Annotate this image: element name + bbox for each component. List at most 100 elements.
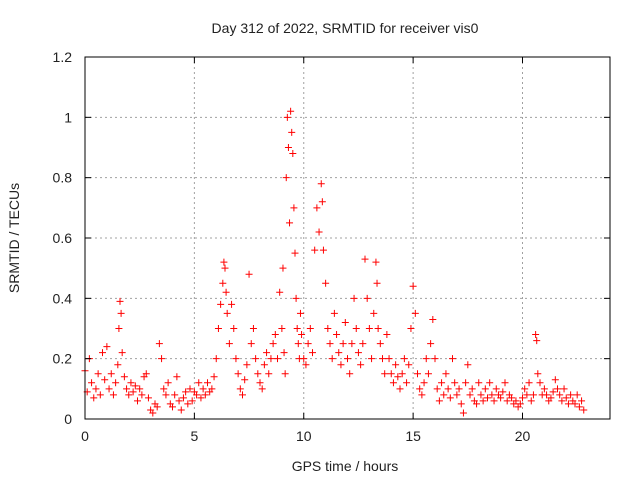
data-point (283, 113, 291, 121)
data-point (387, 370, 395, 378)
y-tick-label: 1.2 (53, 49, 73, 65)
data-point (573, 391, 581, 399)
data-point (444, 385, 452, 393)
tick-labels: 0 5 10 15 20 0 0.2 0.4 0.6 0.8 1 1.2 (53, 49, 531, 444)
y-axis-title: SRMTID / TECUs (6, 183, 22, 293)
data-point (287, 107, 295, 115)
data-point (376, 340, 384, 348)
data-point (339, 340, 347, 348)
data-point (94, 370, 102, 378)
y-tick-label: 0.4 (53, 290, 73, 306)
data-point (490, 397, 498, 405)
data-point (313, 204, 321, 212)
data-point (195, 379, 203, 387)
data-point (373, 279, 381, 287)
data-point (468, 385, 476, 393)
data-point (304, 340, 312, 348)
data-point (523, 391, 531, 399)
data-point (398, 370, 406, 378)
data-point (208, 385, 216, 393)
data-point (116, 297, 124, 305)
data-point (466, 391, 474, 399)
data-point (352, 325, 360, 332)
data-point (236, 385, 244, 393)
data-point (315, 228, 323, 236)
x-tick-label: 0 (81, 428, 89, 444)
data-point (296, 309, 304, 317)
y-tick-label: 0 (64, 411, 72, 427)
data-point (173, 373, 181, 381)
data-point (449, 355, 456, 363)
data-point (311, 246, 319, 254)
data-point (117, 309, 125, 317)
x-axis-title: GPS time / hours (292, 458, 399, 474)
data-point (171, 391, 179, 399)
data-point (265, 370, 273, 378)
data-point (217, 300, 225, 308)
data-point (105, 385, 113, 393)
data-point (221, 264, 229, 272)
data-point (411, 309, 419, 317)
y-tick-label: 0.8 (53, 170, 73, 186)
data-point (508, 394, 516, 402)
data-point (112, 379, 120, 387)
data-point (276, 288, 284, 296)
data-point (560, 385, 568, 393)
data-point (521, 385, 529, 393)
data-point (446, 394, 454, 402)
data-point (260, 361, 268, 369)
data-point (416, 385, 424, 393)
data-point (199, 385, 207, 393)
data-point (274, 355, 281, 363)
data-point (516, 400, 524, 408)
data-point (269, 340, 277, 348)
data-point (184, 400, 192, 408)
data-point (440, 391, 448, 399)
data-point (551, 376, 559, 384)
data-point (309, 349, 316, 357)
data-point (396, 385, 404, 393)
data-point (169, 403, 176, 411)
data-point (350, 294, 358, 302)
data-point (214, 325, 222, 332)
data-point (512, 397, 520, 405)
data-point (223, 309, 231, 317)
x-tick-label: 10 (296, 428, 312, 444)
data-point (543, 391, 551, 399)
data-point (394, 373, 402, 381)
data-point (422, 355, 430, 363)
data-point (501, 379, 509, 387)
data-point (335, 349, 343, 357)
data-point (162, 391, 170, 399)
data-point (578, 397, 586, 405)
data-point (302, 361, 310, 369)
data-point (330, 309, 338, 317)
data-point (324, 325, 332, 332)
data-point (114, 361, 122, 369)
data-point (222, 288, 230, 296)
data-point (220, 258, 228, 266)
data-point (290, 204, 298, 212)
data-point (326, 340, 334, 348)
data-point (475, 379, 483, 387)
data-point (219, 279, 227, 287)
data-point (529, 391, 537, 399)
data-point (136, 385, 144, 393)
data-point (464, 361, 472, 369)
grid-lines (85, 57, 610, 419)
data-point (497, 394, 505, 402)
data-point (567, 391, 575, 399)
data-point (127, 379, 135, 387)
data-point (527, 397, 535, 405)
data-point (357, 361, 365, 369)
data-point (144, 394, 152, 402)
data-point (291, 249, 299, 257)
data-point (400, 355, 408, 363)
data-point (138, 391, 146, 399)
data-point (341, 318, 349, 326)
data-point (564, 400, 572, 408)
data-point (477, 391, 485, 399)
data-point (575, 403, 583, 411)
data-point (392, 361, 400, 369)
